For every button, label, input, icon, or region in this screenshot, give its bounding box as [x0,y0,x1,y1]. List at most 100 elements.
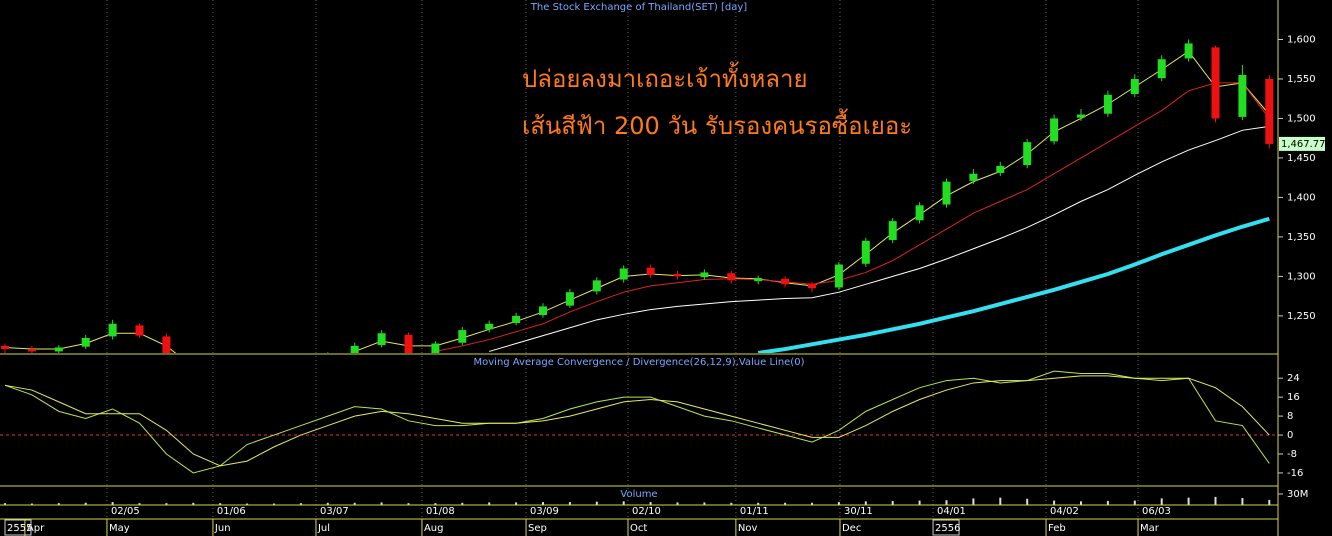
candle-body [754,277,763,282]
x-tick-label: 01/08 [426,506,455,517]
candle-body [1077,114,1085,118]
x-tick-label: 06/03 [1142,506,1171,517]
x-tick-label: 04/02 [1050,506,1079,517]
month-label: Nov [738,523,758,534]
volume-bar [757,502,760,505]
volume-bar [246,503,249,505]
candle-body [1050,118,1059,142]
candle-body [512,315,521,323]
line [4,370,1270,474]
volume-bar [488,502,491,505]
candle-body [135,325,144,336]
y-tick-label: 16 [1287,392,1300,403]
candle-body [888,221,897,241]
candle-body [727,273,736,281]
volume-bar [864,501,867,505]
candle-body [1211,47,1220,119]
candle-body [539,306,547,316]
candle-body [81,337,90,347]
y-tick-label: 1,250 [1287,311,1316,322]
year-box [4,519,32,536]
y-tick-label: 30M [1287,489,1308,500]
price-panel [1,39,1274,353]
y-tick-label: 0 [1287,430,1293,441]
volume-bar [299,503,302,505]
candle-body [834,264,843,288]
volume-bar [380,502,383,505]
y-tick-label: 1,300 [1287,271,1316,282]
volume-bar [1160,498,1163,505]
volume-title: Volume [620,489,657,500]
volume-bar [999,497,1002,505]
volume-bar [219,503,222,505]
x-tick-label: 04/01 [937,506,966,517]
y-tick-label: 1,450 [1287,153,1316,164]
volume-bar [972,498,975,505]
candle-body [592,280,601,292]
candle-body [404,334,413,353]
candle-body [673,274,682,277]
volume-bar [461,502,464,505]
candle-body [996,165,1005,173]
candle-body [1130,78,1139,94]
volume-bar [945,500,948,505]
candle-body [1157,59,1166,79]
volume-bar [1241,498,1244,505]
candle-body [1265,78,1274,144]
candle-body [781,278,790,285]
y-tick-label: 1,500 [1287,113,1316,124]
candle-body [485,323,494,330]
chart-title: The Stock Exchange of Thailand(SET) [day… [530,2,747,13]
volume-bar [837,502,840,505]
month-label: Feb [1048,523,1066,534]
annotation: เส้นสีฟ้า 200 วัน รับรองคนรอซื้อเยอะ [522,108,912,140]
macd-title: Moving Average Convergence / Divergence(… [474,357,805,368]
volume-bar [57,503,60,505]
candle-body [27,349,36,352]
volume-bar [1133,500,1136,505]
candle-body [350,345,359,353]
month-label: May [109,523,130,534]
annotation: ปล่อยลงมาเถอะเจ้าทั้งหลาย [522,61,808,93]
candle-body [700,272,709,278]
x-tick-label: 03/09 [530,506,559,517]
x-tick-label: 02/05 [111,506,140,517]
line [435,82,1270,352]
x-tick-label: 01/06 [217,506,246,517]
candle-body [1,345,9,350]
y-tick-label: 1,350 [1287,232,1316,243]
line [4,375,1270,467]
candle-body [565,292,574,306]
line [489,125,1270,352]
volume-bar [273,503,275,505]
month-label: Apr [27,523,45,534]
volume-bar [542,502,544,505]
candle-body [861,240,870,264]
volume-bar [192,502,195,505]
volume-bar [515,502,518,505]
candle-body [54,347,63,352]
x-tick-label: 30/11 [844,506,873,517]
y-tick-label: 24 [1287,373,1300,384]
candle-body [808,283,816,289]
volume-bar [84,502,87,505]
volume-bar [622,501,625,505]
month-label: Jul [317,523,330,534]
volume-bar [353,502,356,505]
volume-bar [811,502,813,505]
volume-bar [30,503,33,505]
candle-body [1238,75,1247,117]
y-tick-label: -8 [1287,449,1297,460]
y-tick-label: -16 [1287,468,1303,479]
volume-bar [1080,501,1082,505]
lower-panels: 02/05 01/06 03/07 01/08 03/09 02/10 01/11 30/11… [0,34,1326,536]
volume-bar [1268,499,1271,505]
volume-bar [891,500,894,505]
volume-bar [1106,500,1109,505]
year-label: 2555 [7,523,32,534]
x-tick-label: 02/10 [632,506,661,517]
volume-bar [676,502,679,505]
volume-bar [1053,500,1056,505]
